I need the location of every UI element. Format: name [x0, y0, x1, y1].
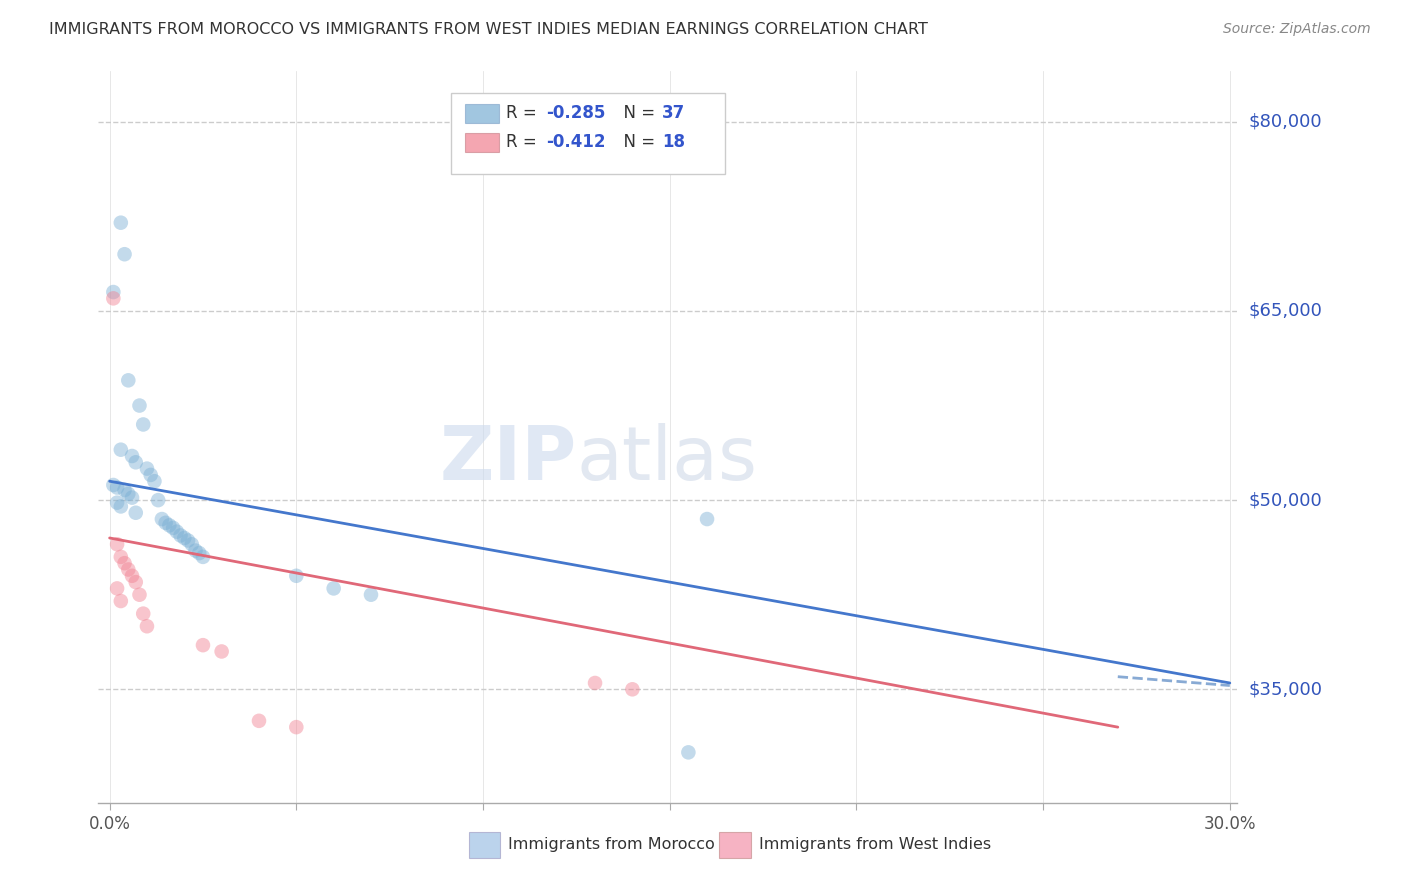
FancyBboxPatch shape	[465, 103, 499, 122]
Point	[247, 714, 270, 728]
Point	[103, 285, 125, 299]
Point	[132, 417, 155, 432]
Point	[360, 588, 382, 602]
Point	[105, 537, 128, 551]
Point	[105, 496, 128, 510]
Text: -0.412: -0.412	[546, 133, 606, 152]
Point	[678, 745, 700, 759]
Text: -0.285: -0.285	[546, 104, 606, 122]
Point	[125, 575, 148, 590]
Point	[110, 594, 132, 608]
Point	[322, 582, 344, 596]
Point	[177, 533, 200, 548]
Point	[110, 442, 132, 457]
Point	[191, 549, 214, 564]
Point	[285, 569, 308, 583]
FancyBboxPatch shape	[718, 832, 751, 858]
Text: $65,000: $65,000	[1249, 302, 1322, 320]
Point	[117, 373, 139, 387]
FancyBboxPatch shape	[451, 94, 725, 174]
Point	[132, 607, 155, 621]
Text: R =: R =	[506, 104, 543, 122]
Point	[180, 537, 202, 551]
Text: IMMIGRANTS FROM MOROCCO VS IMMIGRANTS FROM WEST INDIES MEDIAN EARNINGS CORRELATI: IMMIGRANTS FROM MOROCCO VS IMMIGRANTS FR…	[49, 22, 928, 37]
Point	[188, 546, 211, 560]
Text: N =: N =	[613, 133, 661, 152]
Text: 37: 37	[662, 104, 685, 122]
FancyBboxPatch shape	[465, 133, 499, 152]
Text: atlas: atlas	[576, 423, 758, 496]
Point	[125, 455, 148, 469]
Text: $50,000: $50,000	[1249, 491, 1322, 509]
Text: ZIP: ZIP	[440, 423, 576, 496]
Text: Source: ZipAtlas.com: Source: ZipAtlas.com	[1223, 22, 1371, 37]
Point	[114, 483, 136, 497]
FancyBboxPatch shape	[468, 832, 501, 858]
Point	[143, 474, 166, 488]
Point	[184, 543, 207, 558]
Point	[114, 556, 136, 570]
Point	[162, 521, 184, 535]
Text: 18: 18	[662, 133, 685, 152]
Point	[117, 562, 139, 576]
Point	[128, 588, 150, 602]
Point	[169, 528, 191, 542]
Text: Immigrants from Morocco: Immigrants from Morocco	[509, 837, 716, 852]
Point	[621, 682, 644, 697]
Point	[105, 481, 128, 495]
Point	[103, 478, 125, 492]
Point	[136, 461, 159, 475]
Point	[110, 500, 132, 514]
Point	[166, 524, 188, 539]
Text: R =: R =	[506, 133, 543, 152]
Point	[125, 506, 148, 520]
Point	[150, 512, 173, 526]
Point	[121, 491, 143, 505]
Point	[117, 487, 139, 501]
Point	[211, 644, 233, 658]
Point	[105, 582, 128, 596]
Point	[139, 467, 162, 482]
Text: $35,000: $35,000	[1249, 681, 1323, 698]
Point	[285, 720, 308, 734]
Point	[157, 518, 180, 533]
Point	[110, 216, 132, 230]
Text: N =: N =	[613, 104, 661, 122]
Text: Immigrants from West Indies: Immigrants from West Indies	[759, 837, 991, 852]
Point	[136, 619, 159, 633]
Point	[146, 493, 169, 508]
Point	[696, 512, 718, 526]
Point	[114, 247, 136, 261]
Point	[121, 449, 143, 463]
Point	[103, 291, 125, 305]
Point	[173, 531, 195, 545]
Point	[128, 399, 150, 413]
Point	[155, 516, 177, 530]
Point	[583, 676, 606, 690]
Point	[121, 569, 143, 583]
Text: $80,000: $80,000	[1249, 112, 1322, 131]
Point	[110, 549, 132, 564]
Point	[191, 638, 214, 652]
